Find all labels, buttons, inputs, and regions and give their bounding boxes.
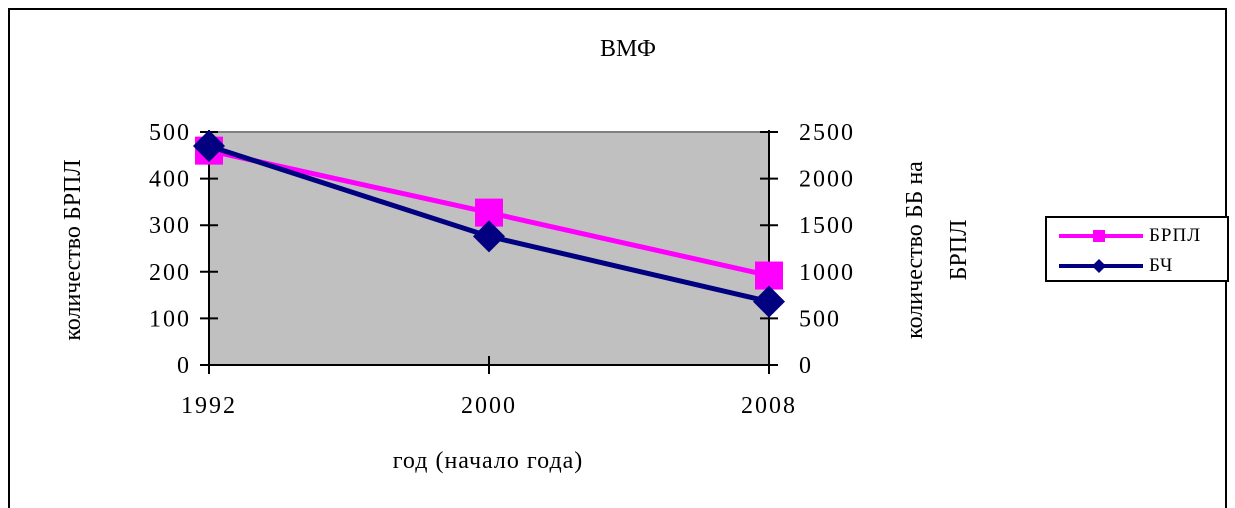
right-y-axis-label-line1: количество ББ на [902, 161, 928, 339]
left-y-tick-label: 400 [149, 167, 191, 193]
left-y-ticks: 0 100 200 300 400 500 [149, 120, 218, 379]
right-y-axis-label-line2: БРПЛ [946, 220, 972, 281]
left-y-tick-label: 0 [177, 353, 191, 379]
right-y-tick-label: 0 [799, 353, 813, 379]
series-point-1 [193, 129, 225, 162]
legend-item-bch: БЧ [1057, 256, 1227, 276]
left-y-tick-label: 200 [149, 260, 191, 286]
right-y-ticks: 0 500 1000 1500 2000 2500 [760, 120, 855, 379]
legend: БРПЛ БЧ [1045, 216, 1229, 282]
left-y-axis-label: количество БРПЛ [60, 159, 86, 340]
legend-label-bch: БЧ [1149, 255, 1174, 276]
x-tick-label: 2000 [461, 393, 517, 419]
right-y-tick-label: 1000 [799, 260, 855, 286]
x-axis-label: год (начало года) [393, 448, 584, 474]
legend-item-brpl: БРПЛ [1057, 226, 1227, 246]
left-y-tick-label: 300 [149, 213, 191, 239]
left-y-tick-label: 500 [149, 120, 191, 146]
x-ticks: 1992 2000 2008 [181, 356, 797, 419]
legend-label-brpl: БРПЛ [1149, 225, 1202, 246]
left-y-tick-label: 100 [149, 306, 191, 332]
right-y-tick-label: 2000 [799, 167, 855, 193]
legend-swatch-bch [1059, 259, 1143, 273]
x-tick-label: 1992 [181, 393, 237, 419]
legend-swatch-brpl [1059, 230, 1143, 242]
right-y-tick-label: 1500 [799, 213, 855, 239]
chart-title: ВМФ [600, 36, 656, 62]
x-tick-label: 2008 [741, 393, 797, 419]
right-y-tick-label: 2500 [799, 120, 855, 146]
series-point-1 [473, 220, 505, 253]
series-point-1 [753, 285, 785, 318]
right-y-tick-label: 500 [799, 306, 841, 332]
series-point-0 [755, 261, 783, 290]
series-layer [193, 129, 785, 318]
